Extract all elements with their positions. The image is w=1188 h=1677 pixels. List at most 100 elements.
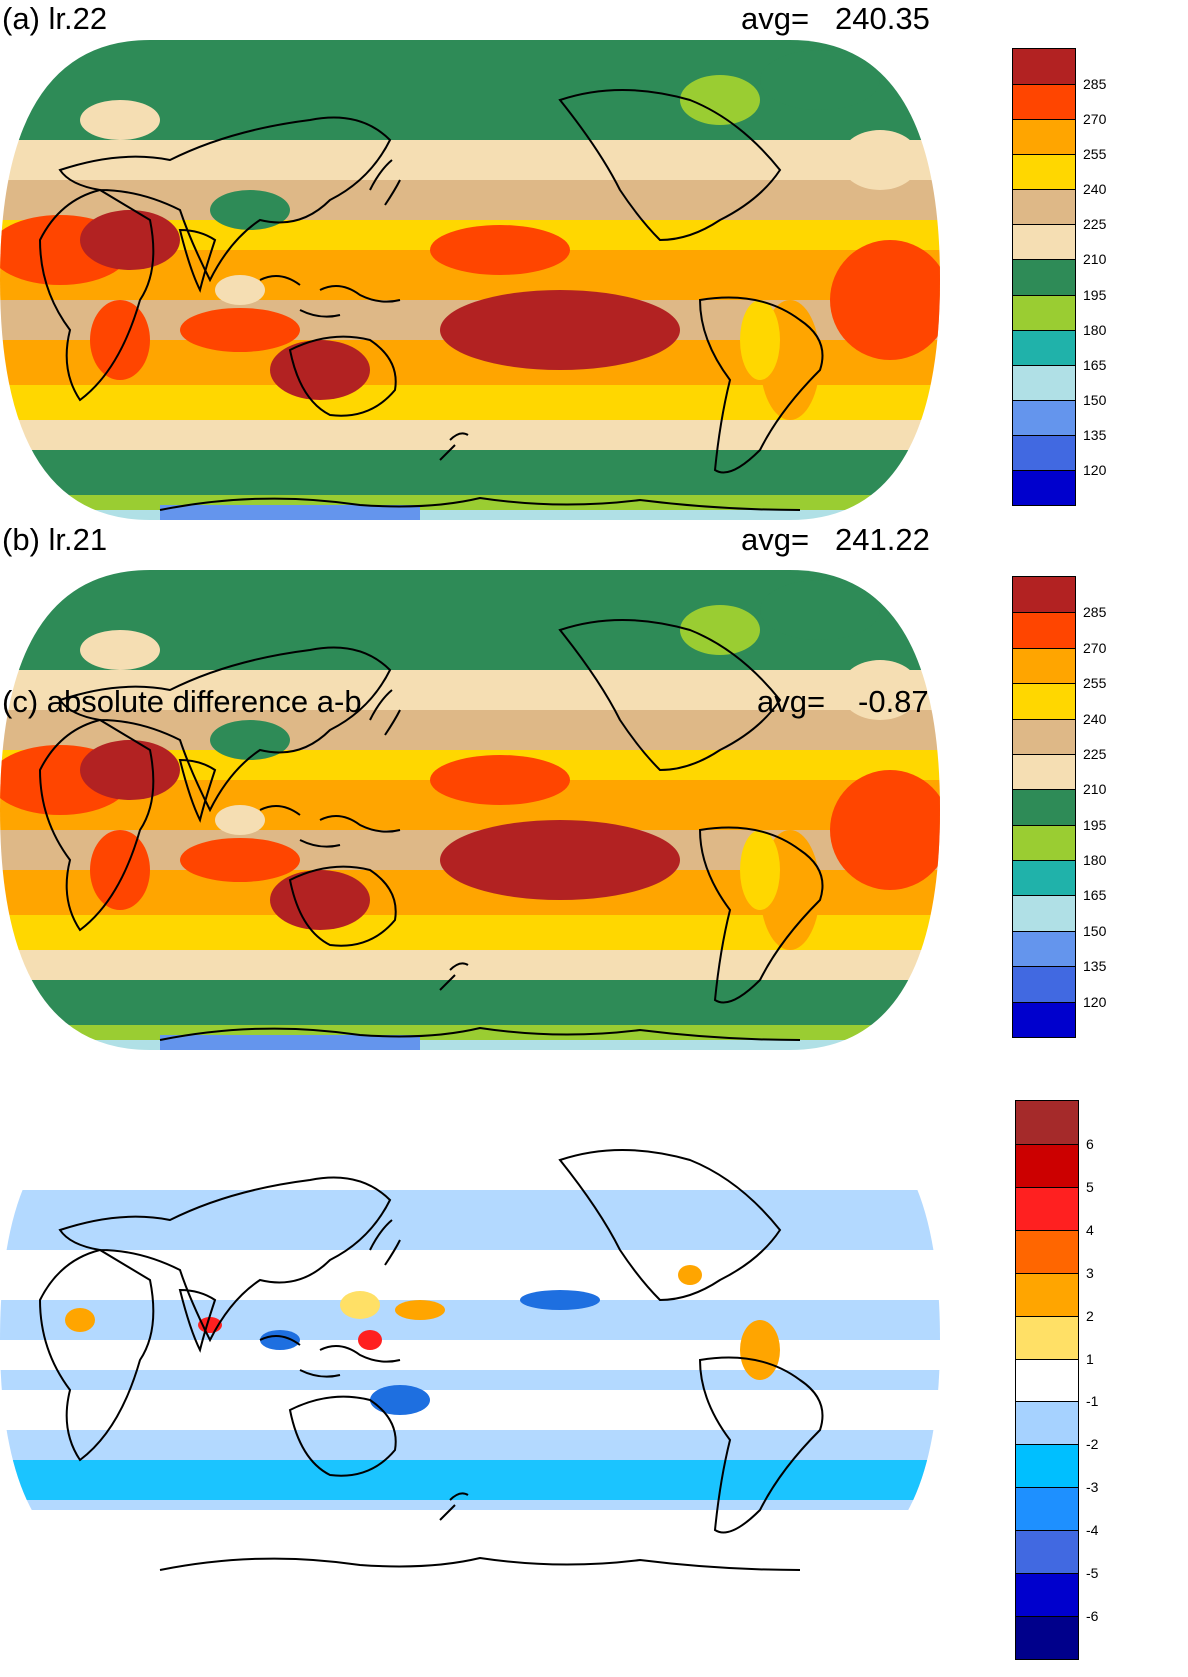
colorbar-tick-label: 240 (1083, 181, 1107, 198)
map-hotspot (90, 300, 150, 380)
colorbar-tick-label: 285 (1083, 76, 1107, 93)
coastline (369, 1219, 401, 1266)
coastline (259, 275, 401, 318)
map-patch (760, 50, 880, 110)
coastline (558, 619, 782, 772)
map-band (0, 980, 940, 1025)
panel-a-map (0, 40, 940, 520)
map-hotspot (440, 820, 680, 900)
colorbar-box (1013, 434, 1075, 470)
map-band (0, 140, 940, 180)
map-hotspot (430, 225, 570, 275)
map-band (0, 420, 940, 450)
coastline (38, 718, 155, 932)
colorbar-tick-label: 195 (1083, 816, 1107, 833)
colorbar-tick-label: 6 (1086, 1135, 1094, 1152)
map-anomaly (340, 1291, 380, 1319)
map-band (160, 505, 420, 520)
colorbar-box (1013, 189, 1075, 225)
panel-b-avg-label: avg= (741, 522, 810, 557)
map-hotspot (180, 308, 300, 352)
coastline (288, 335, 397, 417)
panel-c-title: (c) absolute difference a-b (2, 684, 362, 719)
panel-c-avg-value: -0.87 (858, 684, 929, 719)
coastline (58, 116, 392, 283)
map-band (0, 450, 940, 495)
panel-a-avg-label: avg= (741, 1, 810, 36)
colorbar-tick-label: 255 (1083, 675, 1107, 692)
colorbar-box (1013, 966, 1075, 1002)
map-patch (840, 660, 920, 720)
map-anomaly (65, 1308, 95, 1332)
colorbar-box (1013, 753, 1075, 790)
coastline (369, 689, 401, 736)
map-hotspot (90, 830, 150, 910)
coastline (288, 865, 397, 947)
coastline (558, 1149, 782, 1302)
map-hotspot (430, 755, 570, 805)
map-patch (210, 720, 290, 760)
colorbar-box (1016, 1143, 1078, 1187)
coastline (178, 758, 217, 823)
map-band (0, 510, 940, 520)
panel-a-avg-value: 240.35 (835, 1, 930, 36)
coastline (38, 188, 155, 402)
map-hotspot (80, 740, 180, 800)
colorbar-tick-label: 150 (1083, 391, 1107, 408)
coastline (288, 1395, 397, 1477)
map-patch (760, 580, 880, 640)
colorbar-box (1016, 1573, 1078, 1617)
colorbar-tick-label: 225 (1083, 745, 1107, 762)
colorbar-tick-label: 120 (1083, 993, 1107, 1010)
coastline (159, 1556, 801, 1571)
colorbar-box (1013, 84, 1075, 120)
colorbar-box (1016, 1315, 1078, 1359)
colorbar-tick-label: 3 (1086, 1264, 1094, 1281)
colorbar-tick-label: -3 (1086, 1479, 1099, 1496)
colorbar-tick-label: -1 (1086, 1393, 1099, 1410)
colorbar-box (1013, 718, 1075, 754)
map-patch (680, 605, 760, 655)
colorbar-tick-label: 180 (1083, 321, 1107, 338)
colorbar-box (1013, 224, 1075, 260)
colorbar-box (1013, 1001, 1075, 1037)
map-band (160, 1035, 420, 1050)
colorbar-box (1013, 647, 1075, 684)
colorbar-tick-label: 285 (1083, 604, 1107, 621)
colorbar-box (1013, 154, 1075, 190)
colorbar-tick-label: -4 (1086, 1522, 1099, 1539)
map-anomaly (370, 1385, 430, 1415)
coastline (698, 1356, 824, 1534)
map-hotspot (440, 290, 680, 370)
panel-c-map (0, 1100, 940, 1580)
colorbar-box (1013, 789, 1075, 825)
colorbar-box (1013, 329, 1075, 365)
colorbar-tick-label: 150 (1083, 922, 1107, 939)
colorbar-tick-label: -6 (1086, 1608, 1099, 1625)
map-band (0, 495, 940, 510)
colorbar-box (1016, 1229, 1078, 1273)
map-patch (215, 275, 265, 305)
coastline (58, 646, 392, 813)
coastline (439, 432, 469, 461)
map-patch (215, 805, 265, 835)
panel-b-title: (b) lr.21 (2, 522, 108, 557)
coastline (369, 159, 401, 206)
panel-a-colorbar: 285 270 255 240 225 210 195 180 165 150 135 120 (1012, 48, 1106, 506)
colorbar-tick-label: 225 (1083, 216, 1107, 233)
colorbar-box (1013, 49, 1075, 85)
map-anomaly (358, 1330, 382, 1350)
colorbar-tick-label: 135 (1083, 426, 1107, 443)
colorbar-box (1013, 294, 1075, 330)
map-hotspot (80, 210, 180, 270)
colorbar-box (1016, 1358, 1078, 1402)
map-anomaly (395, 1300, 445, 1320)
colorbar-tick-label: -5 (1086, 1565, 1099, 1582)
coastline (159, 496, 801, 511)
panel-b-avg-value: 241.22 (835, 522, 930, 557)
colorbar-box (1016, 1487, 1078, 1531)
map-band (0, 1460, 940, 1500)
colorbar-tick-label: 4 (1086, 1221, 1094, 1238)
colorbar-box (1016, 1101, 1078, 1144)
colorbar-tick-label: 120 (1083, 461, 1107, 478)
